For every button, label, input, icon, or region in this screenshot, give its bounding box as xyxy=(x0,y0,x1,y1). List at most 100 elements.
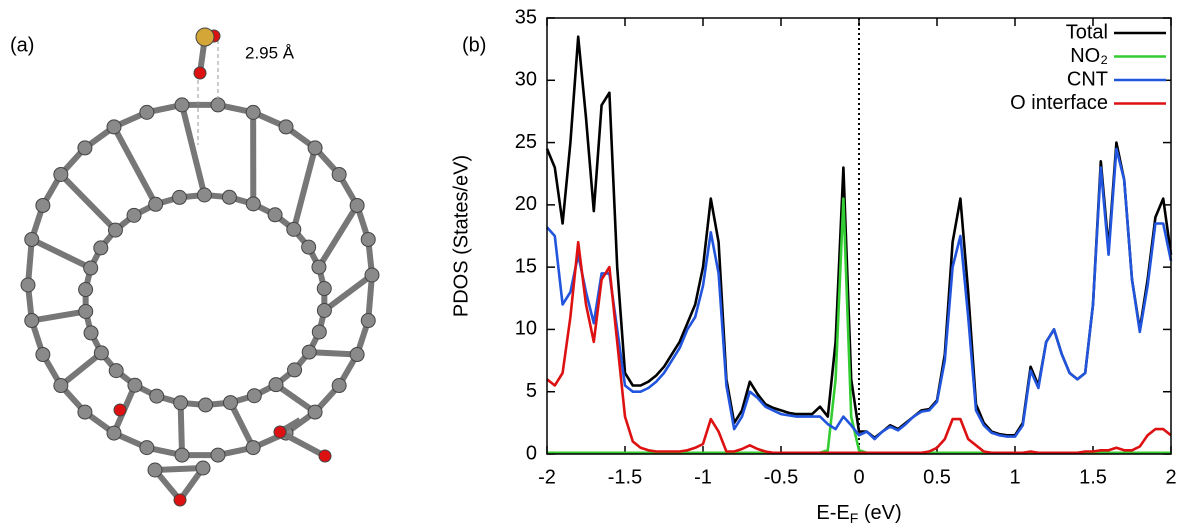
atom xyxy=(107,426,121,440)
x-tick-label: -2 xyxy=(538,466,556,488)
bond xyxy=(182,105,204,195)
atom xyxy=(312,325,326,339)
atom xyxy=(107,120,121,134)
x-axis-label: E-EF (eV) xyxy=(816,502,901,525)
figure: (a) 2.95 Å (b) PDOS (States/eV) E-EF (eV… xyxy=(0,0,1184,529)
x-label-tail: (eV) xyxy=(858,502,901,524)
atom xyxy=(211,98,225,112)
atom xyxy=(274,426,286,438)
distance-label: 2.95 Å xyxy=(245,43,295,62)
atom xyxy=(78,141,92,155)
atom xyxy=(79,283,93,297)
x-tick-label: 0.5 xyxy=(923,466,951,488)
atom xyxy=(109,364,123,378)
atom xyxy=(279,120,293,134)
bond xyxy=(319,205,357,267)
y-tick-label: 5 xyxy=(526,380,537,402)
atom xyxy=(211,448,225,462)
atom xyxy=(140,105,154,119)
atom xyxy=(361,232,375,246)
atom xyxy=(128,378,142,392)
bond xyxy=(294,148,315,229)
legend-label: CNT xyxy=(1067,68,1108,90)
atom xyxy=(317,303,331,317)
atom xyxy=(196,28,214,46)
atom xyxy=(127,208,141,222)
atom xyxy=(308,141,322,155)
atom xyxy=(196,461,210,475)
x-tick-label: 1.5 xyxy=(1079,466,1107,488)
atom xyxy=(302,345,316,359)
atom xyxy=(287,222,301,236)
atom xyxy=(36,348,50,362)
atom xyxy=(54,379,68,393)
x-tick-label: -1 xyxy=(694,466,712,488)
atom xyxy=(197,188,211,202)
bond xyxy=(114,127,156,204)
bond xyxy=(280,432,325,456)
bond xyxy=(231,403,254,448)
atom xyxy=(246,197,260,211)
atom xyxy=(199,398,213,412)
atom xyxy=(361,314,375,328)
atom xyxy=(172,190,186,204)
atom xyxy=(94,241,108,255)
legend-label: NO₂ xyxy=(1070,45,1108,67)
bond xyxy=(61,353,102,386)
atom xyxy=(308,405,322,419)
x-label-main: E-E xyxy=(816,502,849,524)
atom xyxy=(332,379,346,393)
atom xyxy=(246,105,260,119)
atom xyxy=(319,450,331,462)
atom xyxy=(222,190,236,204)
atom xyxy=(365,268,379,282)
atom xyxy=(332,167,346,181)
atom xyxy=(350,348,364,362)
atom xyxy=(246,441,260,455)
atom xyxy=(350,198,364,212)
y-tick-label: 35 xyxy=(515,6,537,28)
panel-label: (b) xyxy=(462,34,486,56)
y-tick-label: 25 xyxy=(515,131,537,153)
atom xyxy=(36,198,50,212)
x-tick-label: 2 xyxy=(1165,466,1176,488)
molecule xyxy=(21,28,379,506)
atom xyxy=(268,208,282,222)
atom xyxy=(84,261,98,275)
y-tick-label: 10 xyxy=(515,318,537,340)
atom xyxy=(150,389,164,403)
atom xyxy=(288,363,302,377)
x-tick-label: -0.5 xyxy=(764,466,798,488)
atom xyxy=(148,463,162,477)
x-tick-label: -1.5 xyxy=(608,466,642,488)
atom xyxy=(78,405,92,419)
bond xyxy=(32,311,86,320)
atom xyxy=(317,282,331,296)
atom xyxy=(21,278,35,292)
atom xyxy=(94,346,108,360)
atom xyxy=(174,396,188,410)
atom xyxy=(247,389,261,403)
page: (a) 2.95 Å (b) PDOS (States/eV) E-EF (eV… xyxy=(0,0,1184,529)
atom xyxy=(302,240,316,254)
x-label-sub: F xyxy=(850,510,859,526)
atom xyxy=(174,494,186,506)
y-tick-label: 20 xyxy=(515,193,537,215)
atom xyxy=(312,260,326,274)
atom xyxy=(114,404,126,416)
atom xyxy=(84,326,98,340)
bond xyxy=(61,174,116,230)
atom xyxy=(25,314,39,328)
panel-label: (a) xyxy=(10,34,34,56)
atom xyxy=(25,232,39,246)
x-tick-label: 0 xyxy=(853,466,864,488)
legend-label: O interface xyxy=(1010,92,1108,114)
atom xyxy=(54,167,68,181)
atom xyxy=(108,223,122,237)
y-tick-label: 15 xyxy=(515,255,537,277)
atom xyxy=(194,67,206,79)
bond xyxy=(181,403,182,455)
bond xyxy=(32,239,91,268)
atom xyxy=(224,396,238,410)
y-axis-label: PDOS (States/eV) xyxy=(450,155,472,317)
